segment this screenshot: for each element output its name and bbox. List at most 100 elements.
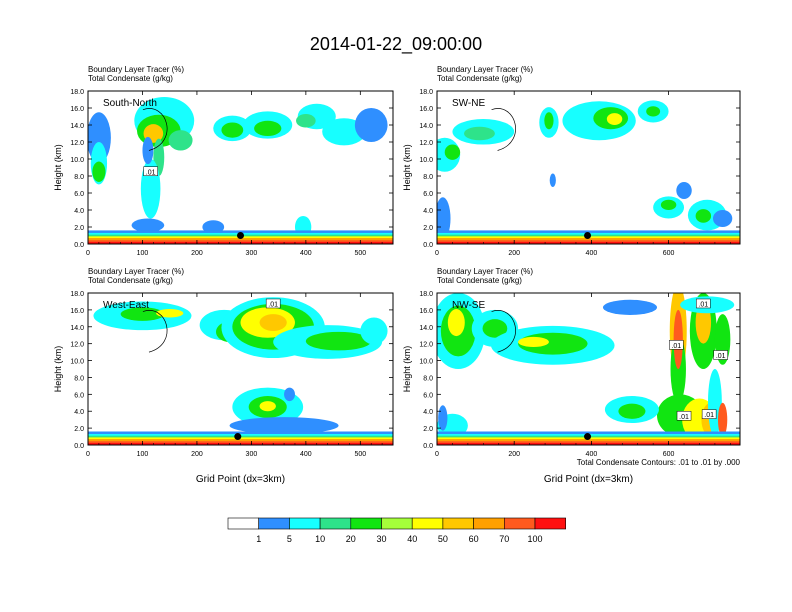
tracer-blob xyxy=(544,112,554,130)
contour-label: .01 xyxy=(704,412,714,419)
y-tick-label: 10.0 xyxy=(419,157,433,164)
contour-label-box xyxy=(265,298,281,309)
contour-label: .01 xyxy=(146,169,156,176)
y-tick-label: 18.0 xyxy=(70,89,84,96)
tracer-blob xyxy=(259,314,287,331)
y-tick-label: 8.0 xyxy=(74,375,84,382)
tracer-blob xyxy=(606,113,623,126)
y-tick-label: 12.0 xyxy=(419,140,433,147)
y-tick-label: 4.0 xyxy=(74,409,84,416)
panel-label: SW-NE xyxy=(452,98,485,109)
colorbar-label: 100 xyxy=(527,534,542,544)
tracer-blob xyxy=(646,106,661,117)
tracer-blob xyxy=(156,309,184,318)
x-tick-label: 100 xyxy=(137,250,149,257)
colorbar-label: 40 xyxy=(407,534,417,544)
tracer-blob xyxy=(92,161,106,182)
x-tick-label: 200 xyxy=(191,451,203,458)
y-axis-label: Height (km) xyxy=(402,144,412,191)
tracer-blob xyxy=(284,387,295,402)
condensate-contour xyxy=(491,108,516,151)
condensate-contour xyxy=(491,310,516,353)
colorbar-swatch xyxy=(411,517,444,530)
colorbar-label: 20 xyxy=(346,534,356,544)
tracer-blob xyxy=(676,181,692,199)
contour-label-box xyxy=(676,411,692,421)
tracer-blob xyxy=(712,210,733,227)
y-axis-label: Height (km) xyxy=(53,144,63,191)
x-tick-label: 600 xyxy=(663,250,675,257)
y-tick-label: 12.0 xyxy=(419,342,433,349)
tracer-field xyxy=(437,91,740,244)
colorbar-label: 10 xyxy=(315,534,325,544)
y-tick-label: 10.0 xyxy=(70,359,84,366)
contour-footnote: Total Condensate Contours: .01 to .01 by… xyxy=(577,458,741,467)
panel-label: South-North xyxy=(103,98,157,109)
x-tick-label: 0 xyxy=(435,451,439,458)
plot-background xyxy=(88,91,393,244)
colorbar-swatch xyxy=(289,517,321,530)
colorbar-label: 70 xyxy=(499,534,509,544)
colorbar-swatch xyxy=(227,517,260,530)
panel-west-east: Boundary Layer Tracer (%)Total Condensat… xyxy=(53,267,394,485)
y-tick-label: 16.0 xyxy=(419,106,433,113)
y-tick-label: 2.0 xyxy=(423,225,433,232)
condensate-contour xyxy=(142,310,168,353)
colorbar-swatch xyxy=(319,517,352,530)
y-tick-label: 16.0 xyxy=(70,308,84,315)
contour-label: .01 xyxy=(268,301,278,308)
boundary-layer-band xyxy=(437,241,740,244)
panel-nw-se: Boundary Layer Tracer (%)Total Condensat… xyxy=(402,267,741,485)
x-tick-label: 400 xyxy=(586,451,598,458)
condensate-contour xyxy=(142,108,168,151)
contour-label: .01 xyxy=(716,353,726,360)
y-tick-label: 18.0 xyxy=(70,291,84,298)
colorbar-label: 50 xyxy=(438,534,448,544)
contour-label: .01 xyxy=(679,414,689,421)
panel-header-line-2: Total Condensate (g/kg) xyxy=(88,74,173,83)
y-tick-label: 18.0 xyxy=(419,291,433,298)
x-tick-label: 200 xyxy=(508,250,520,257)
x-axis-label: Grid Point (dx=3km) xyxy=(544,474,633,485)
y-tick-label: 2.0 xyxy=(423,426,433,433)
x-tick-label: 600 xyxy=(663,451,675,458)
y-tick-label: 8.0 xyxy=(423,375,433,382)
tracer-blob xyxy=(660,199,677,210)
location-marker xyxy=(237,232,244,239)
y-tick-label: 4.0 xyxy=(423,409,433,416)
contour-label-box xyxy=(669,340,684,350)
x-tick-label: 300 xyxy=(246,451,258,458)
tracer-blob xyxy=(131,218,165,233)
tracer-blob xyxy=(482,319,508,338)
tracer-blob xyxy=(221,122,244,138)
location-marker xyxy=(234,433,242,441)
y-tick-label: 16.0 xyxy=(419,308,433,315)
tracer-blob xyxy=(296,113,316,128)
x-tick-label: 400 xyxy=(300,250,312,257)
panel-sw-ne: Boundary Layer Tracer (%)Total Condensat… xyxy=(402,65,741,257)
y-tick-label: 10.0 xyxy=(419,359,433,366)
x-tick-label: 400 xyxy=(586,250,598,257)
y-tick-label: 14.0 xyxy=(70,123,84,130)
x-tick-label: 0 xyxy=(435,250,439,257)
tracer-blob xyxy=(518,336,549,348)
x-tick-label: 200 xyxy=(508,451,520,458)
colorbar-label: 60 xyxy=(469,534,479,544)
y-tick-label: 0.0 xyxy=(423,443,433,450)
plot-frame xyxy=(436,292,741,446)
panel-label: West-East xyxy=(103,300,149,311)
panel-header-line-2: Total Condensate (g/kg) xyxy=(437,276,522,285)
colorbar-swatch xyxy=(473,517,505,530)
y-tick-label: 2.0 xyxy=(74,225,84,232)
x-tick-label: 500 xyxy=(354,451,366,458)
colorbar-swatch xyxy=(381,517,413,530)
y-tick-label: 6.0 xyxy=(423,392,433,399)
contour-label: .01 xyxy=(698,301,708,308)
tracer-blob xyxy=(602,299,658,315)
tracer-blob xyxy=(717,402,728,437)
colorbar-swatch xyxy=(258,517,290,530)
panel-header-line-1: Boundary Layer Tracer (%) xyxy=(88,267,184,276)
y-tick-label: 4.0 xyxy=(423,208,433,215)
y-tick-label: 0.0 xyxy=(74,242,84,249)
y-tick-label: 12.0 xyxy=(70,140,84,147)
